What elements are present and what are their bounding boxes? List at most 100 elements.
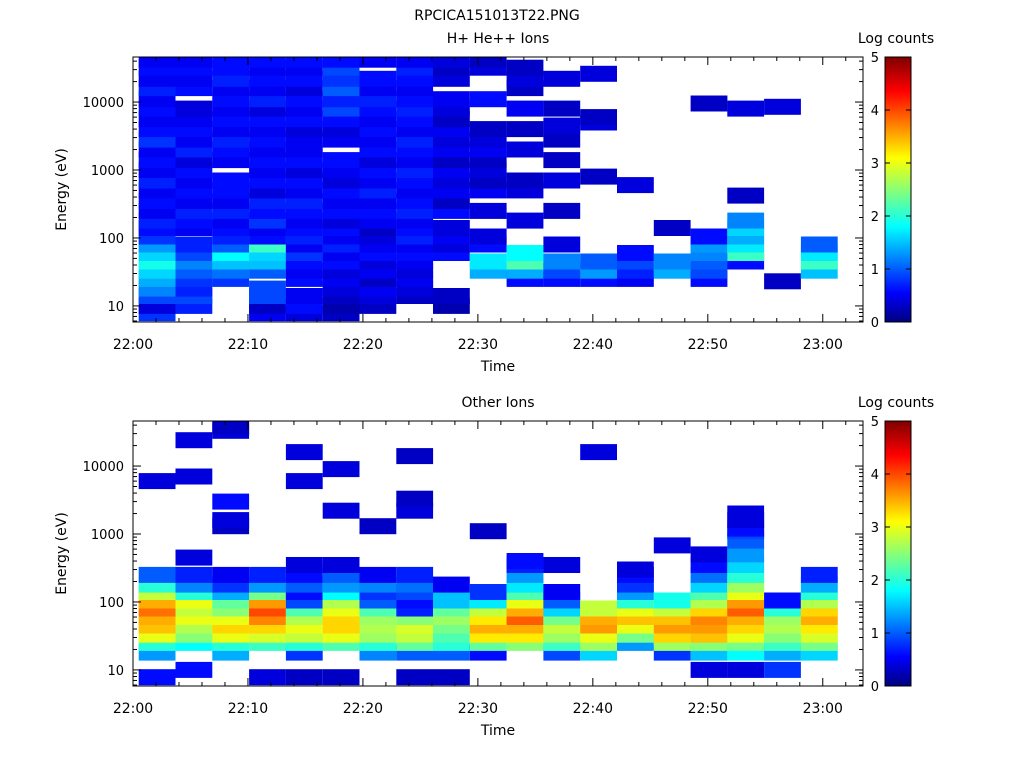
y-tick-label: 10000 — [83, 96, 124, 111]
heatmap-cell — [433, 57, 470, 68]
heatmap-cell — [580, 168, 617, 185]
heatmap-cell — [285, 669, 323, 686]
heatmap-cell — [175, 661, 213, 678]
heatmap-cell — [764, 661, 801, 678]
heatmap-cell — [285, 473, 323, 490]
heatmap-cell — [653, 253, 691, 270]
heatmap-cell — [580, 109, 617, 126]
heatmap-cell — [212, 172, 250, 189]
heatmap-cell — [469, 584, 507, 600]
heatmap-cell — [359, 57, 397, 68]
colorbar-tick-label: 2 — [871, 210, 879, 225]
heatmap-cell — [617, 245, 654, 261]
heatmap-cell — [138, 57, 176, 68]
heatmap-cell — [727, 661, 765, 678]
colorbar-gradient — [884, 56, 912, 323]
heatmap-cell — [322, 152, 360, 169]
heatmap-cell — [543, 100, 581, 117]
heatmap-cell — [433, 91, 470, 108]
x-tick-label: 22:40 — [573, 701, 613, 717]
heatmap-cell — [138, 669, 176, 686]
colorbar-tick-label: 3 — [871, 157, 879, 172]
colorbar-tick-label: 3 — [871, 521, 879, 536]
heatmap-cell — [175, 57, 213, 68]
heatmap-cell — [580, 65, 617, 82]
colorbar-tick-label: 1 — [871, 627, 879, 642]
colorbar-tick-label: 1 — [871, 263, 879, 278]
colorbar-tick-label: 5 — [871, 51, 879, 66]
x-tick-label: 22:20 — [343, 701, 383, 717]
heatmap-cell — [285, 444, 323, 461]
y-tick-label: 1000 — [91, 164, 124, 179]
panel-title: H+ He++ Ions — [447, 31, 550, 47]
heatmap-cell — [800, 566, 838, 583]
y-axis: 10 100 1000 10000 Energy (eV) — [54, 424, 863, 686]
x-tick-label: 23:00 — [803, 337, 843, 353]
heatmap-cell — [727, 100, 765, 117]
heatmap-cell — [322, 669, 360, 686]
heatmap-cell — [543, 172, 581, 189]
heatmap-cell — [543, 70, 581, 87]
heatmap-cell — [359, 70, 397, 87]
heatmap-cell — [138, 473, 176, 490]
colorbar-label: Log counts — [858, 31, 934, 47]
heatmap-cell — [212, 421, 250, 435]
x-axis: 22:00 22:10 22:20 22:30 22:40 22:50 23:00 Time — [113, 57, 847, 375]
heatmap-cell — [322, 57, 360, 68]
plot-frame — [132, 420, 864, 687]
heatmap-cell — [690, 546, 728, 563]
heatmap-cell — [396, 490, 434, 507]
heatmap-cell — [212, 566, 250, 583]
heatmap-cell — [727, 212, 765, 229]
heatmap-cell — [249, 57, 286, 68]
heatmap-cell — [469, 57, 507, 68]
heatmap-cell — [285, 57, 323, 68]
heatmap-cell — [433, 576, 470, 593]
heatmap-cell — [543, 202, 581, 219]
y-axis-label: Energy (eV) — [54, 148, 70, 231]
x-axis-label: Time — [480, 359, 515, 375]
x-tick-label: 22:50 — [688, 337, 728, 353]
colorbar-tick-label: 0 — [871, 316, 879, 331]
heatmap-cell — [580, 444, 617, 461]
heatmap-cell — [396, 669, 434, 686]
heatmap-cell — [433, 592, 470, 609]
y-tick-label: 100 — [99, 232, 124, 247]
heatmap-cell — [543, 117, 581, 134]
colorbar-label: Log counts — [858, 395, 934, 411]
heatmap-cell — [506, 553, 544, 569]
heatmap-cell — [543, 557, 581, 573]
y-tick-label: 100 — [99, 596, 124, 611]
heatmap-cell — [543, 253, 581, 270]
heatmap-cell — [506, 141, 544, 158]
heatmap-cell — [690, 228, 728, 245]
heatmap-cell — [580, 253, 617, 270]
heatmap-cell — [469, 121, 507, 138]
heatmap-cell — [469, 91, 507, 108]
x-tick-label: 22:00 — [113, 701, 153, 717]
heatmap-cell — [396, 566, 434, 583]
heatmap-cell — [617, 561, 654, 578]
heatmap-cell — [764, 98, 801, 115]
heatmap-cell — [727, 505, 765, 522]
x-tick-label: 22:30 — [458, 337, 498, 353]
heatmap-cell — [617, 177, 654, 194]
y-axis: 10 100 1000 10000 Energy (eV) — [54, 60, 863, 322]
colorbar-tick-label: 0 — [871, 680, 879, 695]
x-tick-label: 22:10 — [228, 701, 268, 717]
heatmap-cell — [433, 288, 470, 304]
heatmap-cell — [543, 131, 581, 148]
heatmap-cell — [249, 280, 286, 297]
heatmap-cell — [322, 461, 360, 478]
heatmap-cell — [543, 152, 581, 169]
heatmap-cell — [175, 549, 213, 566]
heatmap-cell — [175, 236, 213, 253]
heatmap-cell — [543, 584, 581, 600]
heatmap-cell — [764, 273, 801, 290]
heatmap-cell — [359, 518, 397, 535]
x-tick-label: 22:40 — [573, 337, 613, 353]
heatmap-cell — [138, 566, 176, 583]
